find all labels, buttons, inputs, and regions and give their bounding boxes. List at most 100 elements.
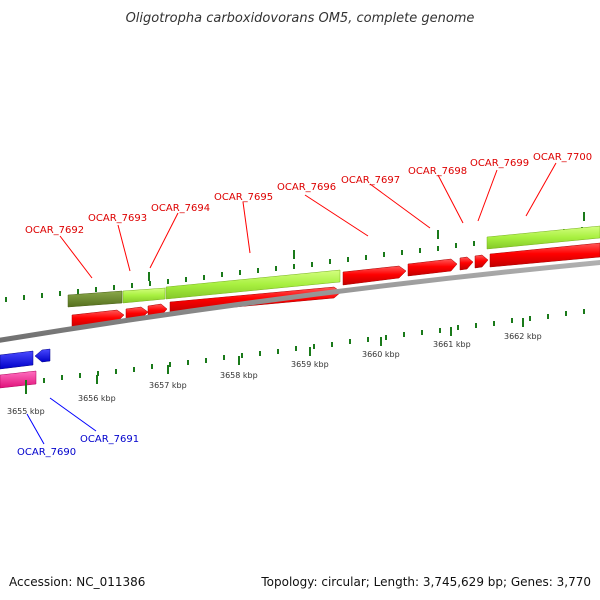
tick-mark xyxy=(565,311,567,316)
kbp-label: 3661 kbp xyxy=(433,340,471,349)
tick-mark xyxy=(493,321,495,326)
tick-mark-major xyxy=(583,212,585,221)
tick-mark xyxy=(77,289,79,294)
tick-mark xyxy=(133,367,135,372)
tick-mark-major xyxy=(96,375,98,384)
tick-mark xyxy=(401,250,403,255)
kbp-label: 3657 kbp xyxy=(149,381,187,390)
cds-feature-reverse[interactable] xyxy=(0,370,37,389)
tick-mark xyxy=(113,285,115,290)
tick-mark xyxy=(311,262,313,267)
gene-arrow-reverse[interactable] xyxy=(34,348,51,363)
tick-mark xyxy=(259,351,261,356)
tick-mark xyxy=(169,362,171,367)
leader-line xyxy=(242,201,251,254)
tick-mark xyxy=(221,272,223,277)
inner-tick-track xyxy=(25,309,585,394)
tick-mark xyxy=(241,353,243,358)
gene-label: OCAR_7698 xyxy=(408,166,467,177)
tick-mark xyxy=(79,373,81,378)
tick-mark xyxy=(437,246,439,251)
tick-mark xyxy=(61,375,63,380)
gene-label: OCAR_7695 xyxy=(214,192,273,203)
forward-gene-labels: OCAR_7692 OCAR_7693 OCAR_7694 OCAR_7695 … xyxy=(25,152,592,279)
tick-mark xyxy=(473,241,475,246)
tick-mark-major xyxy=(238,356,240,365)
gene-arrow[interactable] xyxy=(342,265,407,286)
tick-mark xyxy=(59,291,61,296)
cds-feature[interactable] xyxy=(67,290,123,308)
tick-mark xyxy=(97,371,99,376)
gene-label: OCAR_7697 xyxy=(341,175,400,186)
kbp-label: 3655 kbp xyxy=(7,407,45,416)
tick-mark xyxy=(203,275,205,280)
tick-mark xyxy=(185,277,187,282)
tick-mark xyxy=(257,268,259,273)
gene-label: OCAR_7691 xyxy=(80,434,139,445)
tick-mark xyxy=(115,369,117,374)
leader-line xyxy=(477,169,498,222)
gene-label: OCAR_7690 xyxy=(17,447,76,458)
tick-mark xyxy=(187,360,189,365)
tick-mark xyxy=(131,283,133,288)
tick-mark xyxy=(149,281,151,286)
leader-line xyxy=(26,413,45,445)
tick-mark xyxy=(419,248,421,253)
leader-line xyxy=(369,183,431,229)
tick-mark xyxy=(421,330,423,335)
cds-feature[interactable] xyxy=(122,287,166,304)
gene-arrow[interactable] xyxy=(71,309,125,329)
gene-arrow[interactable] xyxy=(459,256,474,271)
tick-mark xyxy=(331,342,333,347)
tick-mark xyxy=(95,287,97,292)
scale-labels: 3655 kbp 3656 kbp 3657 kbp 3658 kbp 3659… xyxy=(7,332,542,416)
tick-mark xyxy=(295,346,297,351)
tick-mark xyxy=(349,339,351,344)
tick-mark-major xyxy=(148,272,150,281)
gene-label: OCAR_7696 xyxy=(277,182,336,193)
cds-feature[interactable] xyxy=(486,225,600,250)
leader-line xyxy=(59,235,93,279)
tick-mark-major xyxy=(450,327,452,336)
tick-mark xyxy=(583,309,585,314)
tick-mark xyxy=(475,323,477,328)
gene-arrow-reverse[interactable] xyxy=(0,350,34,370)
tick-mark xyxy=(455,243,457,248)
tick-mark xyxy=(529,316,531,321)
tick-mark xyxy=(439,328,441,333)
tick-mark xyxy=(329,259,331,264)
tick-mark xyxy=(293,264,295,269)
tick-mark xyxy=(383,252,385,257)
gene-label: OCAR_7692 xyxy=(25,225,84,236)
tick-mark xyxy=(151,364,153,369)
tick-mark xyxy=(5,297,7,302)
gene-arrow[interactable] xyxy=(474,254,489,269)
gene-arrow[interactable] xyxy=(489,242,600,268)
tick-mark xyxy=(223,355,225,360)
leader-line xyxy=(525,162,557,217)
tick-mark xyxy=(457,325,459,330)
tick-mark xyxy=(403,332,405,337)
tick-mark xyxy=(275,266,277,271)
forward-cds-track xyxy=(67,225,600,308)
gene-label: OCAR_7700 xyxy=(533,152,592,163)
leader-line xyxy=(437,174,464,224)
leader-line xyxy=(304,194,369,237)
tick-mark xyxy=(239,270,241,275)
tick-mark xyxy=(365,255,367,260)
accession-text: Accession: NC_011386 xyxy=(9,575,145,589)
tick-mark-major xyxy=(522,318,524,327)
map-title: Oligotropha carboxidovorans OM5, complet… xyxy=(126,11,475,26)
kbp-label: 3662 kbp xyxy=(504,332,542,341)
tick-mark-major xyxy=(437,230,439,239)
genome-summary-text: Topology: circular; Length: 3,745,629 bp… xyxy=(260,575,591,589)
gene-arrow[interactable] xyxy=(407,258,458,277)
tick-mark-major xyxy=(167,365,169,374)
tick-mark-major xyxy=(293,250,295,259)
tick-mark xyxy=(385,335,387,340)
gene-label: OCAR_7693 xyxy=(88,213,147,224)
gene-label: OCAR_7694 xyxy=(151,203,210,214)
tick-mark xyxy=(25,380,27,385)
cds-feature[interactable] xyxy=(165,269,341,300)
tick-mark xyxy=(313,344,315,349)
